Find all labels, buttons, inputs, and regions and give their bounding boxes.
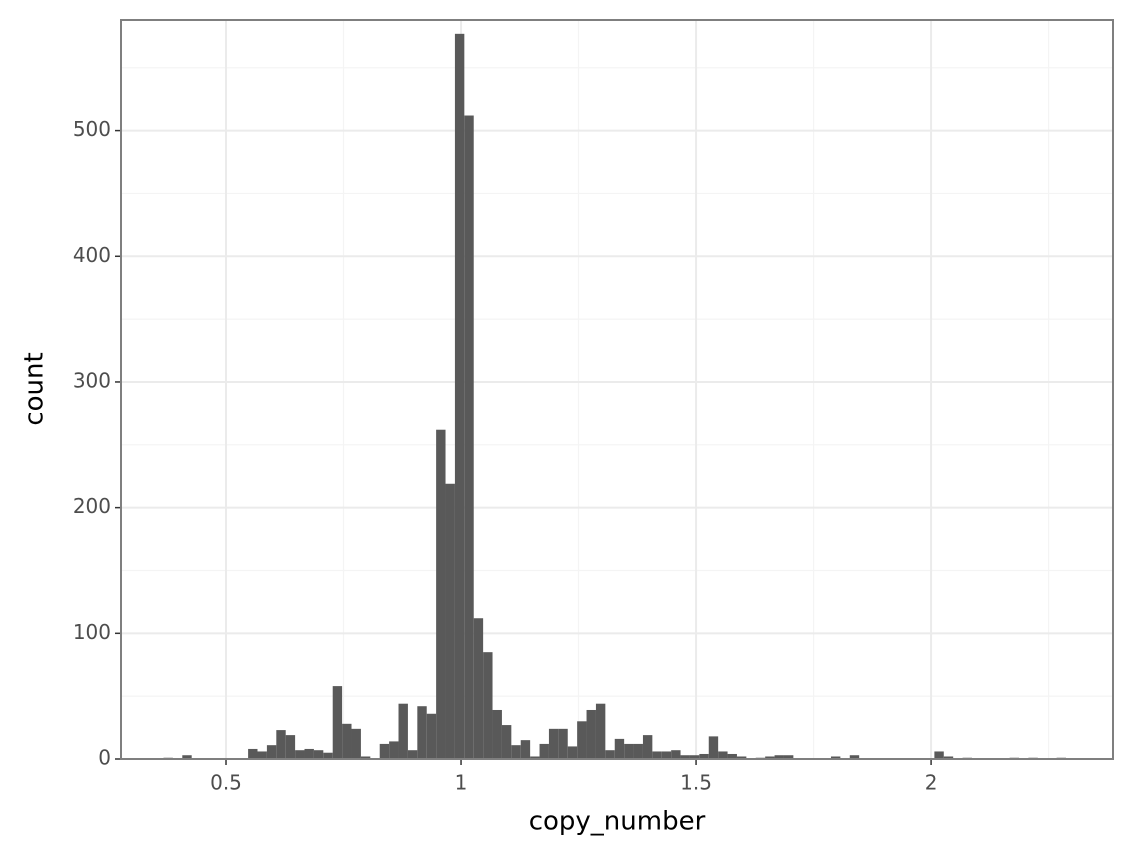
bar (577, 721, 587, 759)
bar (351, 728, 361, 759)
bar (398, 703, 408, 759)
bar (257, 751, 267, 759)
y-tick-label: 0 (98, 746, 111, 770)
x-tick-label: 1 (455, 771, 468, 795)
bar (586, 709, 596, 759)
bar (849, 755, 860, 759)
bar (765, 756, 775, 759)
bar (304, 748, 314, 759)
bar (445, 483, 455, 759)
y-tick-label: 100 (73, 620, 111, 644)
bar (426, 713, 437, 759)
bar (736, 756, 747, 759)
y-tick-label: 300 (73, 368, 111, 392)
bar (671, 750, 681, 759)
bar (276, 730, 286, 759)
bar (727, 753, 737, 759)
bar (266, 745, 277, 759)
bar (501, 725, 512, 759)
bar (689, 755, 700, 759)
bar (417, 706, 427, 759)
bar (389, 741, 399, 759)
bar (332, 686, 343, 759)
bar (436, 429, 446, 759)
bar (652, 751, 662, 759)
bar (595, 703, 606, 759)
y-tick-label: 400 (73, 243, 111, 267)
bar (539, 743, 549, 759)
bar (492, 709, 502, 759)
bar (699, 753, 709, 759)
x-axis-title: copy_number (529, 807, 706, 837)
x-tick-label: 1.5 (680, 771, 712, 795)
bar (774, 755, 784, 759)
bar (248, 748, 258, 759)
bar (342, 723, 352, 759)
bar (642, 735, 653, 759)
bar (379, 743, 390, 759)
bar (407, 750, 418, 759)
bar (285, 735, 296, 759)
bar (614, 738, 625, 759)
bar (943, 756, 954, 759)
bar (605, 750, 615, 759)
bar (783, 755, 794, 759)
bar (520, 740, 531, 759)
bar (313, 750, 324, 759)
bar (323, 752, 333, 759)
bar (360, 756, 371, 759)
bar (558, 728, 568, 759)
y-tick-label: 200 (73, 494, 111, 518)
bar (830, 756, 841, 759)
bar (182, 755, 192, 759)
bar (548, 728, 559, 759)
bar (511, 745, 521, 759)
bar (633, 743, 643, 759)
bar (483, 652, 493, 759)
bar (567, 746, 578, 759)
bar (295, 750, 305, 759)
bar (680, 755, 690, 759)
bar (530, 756, 540, 759)
bar (454, 33, 465, 759)
y-tick-label: 500 (73, 117, 111, 141)
x-tick-label: 2 (925, 771, 938, 795)
x-tick-label: 0.5 (210, 771, 242, 795)
plot-border (120, 19, 1114, 760)
y-axis-title: count (20, 352, 50, 425)
bar (464, 115, 474, 759)
bar (624, 743, 634, 759)
bar (661, 751, 672, 759)
bar (473, 618, 484, 759)
bar (708, 736, 719, 759)
bar (718, 751, 728, 759)
bar (934, 751, 944, 759)
